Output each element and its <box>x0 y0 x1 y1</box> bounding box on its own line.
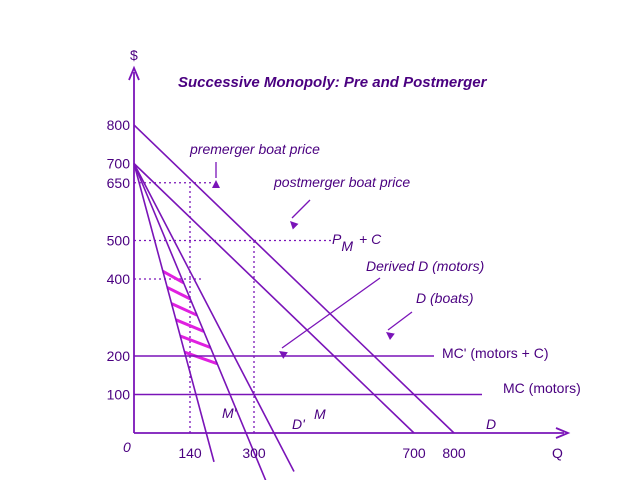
x-tick-label-700: 700 <box>402 445 426 461</box>
y-tick-label-500: 500 <box>107 233 131 249</box>
series-Mp-line <box>133 163 215 463</box>
arrow-d-boats-head <box>386 332 395 341</box>
label-m: M <box>314 406 326 422</box>
pm-plus-c: + C <box>359 231 382 247</box>
tick-labels: 800 700 650 500 400 200 100 140 300 700 800 <box>107 117 466 461</box>
y-axis-arrow <box>128 65 140 81</box>
y-axis-label: $ <box>130 47 138 63</box>
y-tick-label-800: 800 <box>107 117 131 133</box>
guide-lines <box>134 182 334 433</box>
x-axis-arrow <box>555 427 571 439</box>
annotation-premerger: premerger boat price <box>189 141 320 157</box>
label-d-prime: D' <box>292 416 306 432</box>
pm-subscript: M <box>341 238 353 254</box>
chart-title: Successive Monopoly: Pre and Postmerger <box>178 74 488 91</box>
series-M-line <box>133 163 295 472</box>
y-tick-label-700: 700 <box>107 156 131 172</box>
x-tick-label-300: 300 <box>242 445 266 461</box>
label-derived-d-motors: Derived D (motors) <box>366 258 484 274</box>
label-mc-prime: MC' (motors + C) <box>442 345 549 361</box>
y-tick-label-650: 650 <box>107 175 131 191</box>
annotation-postmerger: postmerger boat price <box>273 174 410 190</box>
series-Dm-line <box>133 162 415 434</box>
deadweight-hatching <box>162 269 218 366</box>
arrow-premerger-head <box>212 180 220 188</box>
hatch-stroke-5 <box>184 350 218 366</box>
hatch-stroke-1 <box>166 286 191 301</box>
hatch-stroke-4 <box>179 334 212 349</box>
hatch-stroke-2 <box>170 302 198 317</box>
arrow-d-boats <box>387 311 413 331</box>
arrow-derived-d <box>281 277 381 349</box>
y-tick-label-100: 100 <box>107 387 131 403</box>
label-d: D <box>486 416 496 432</box>
series-Dp-line <box>133 163 267 480</box>
hatch-stroke-0 <box>162 269 185 285</box>
y-tick-label-400: 400 <box>107 271 131 287</box>
hatch-stroke-3 <box>175 318 205 333</box>
arrow-postmerger <box>291 199 311 219</box>
arrow-derived-d-head <box>279 351 288 359</box>
axes <box>128 65 571 439</box>
x-tick-label-140: 140 <box>178 445 202 461</box>
pm-p: P <box>332 231 342 247</box>
label-m-prime: M' <box>222 405 238 421</box>
y-tick-label-200: 200 <box>107 348 131 364</box>
origin-label: 0 <box>123 439 131 455</box>
x-tick-label-800: 800 <box>442 445 466 461</box>
series-D-line <box>133 124 455 434</box>
annotation-arrows <box>212 162 413 359</box>
annotation-pm: PM + C <box>332 231 382 254</box>
label-d-boats: D (boats) <box>416 290 474 306</box>
x-axis-label: Q <box>552 445 563 461</box>
arrow-postmerger-head <box>290 221 299 230</box>
label-mc: MC (motors) <box>503 380 581 396</box>
